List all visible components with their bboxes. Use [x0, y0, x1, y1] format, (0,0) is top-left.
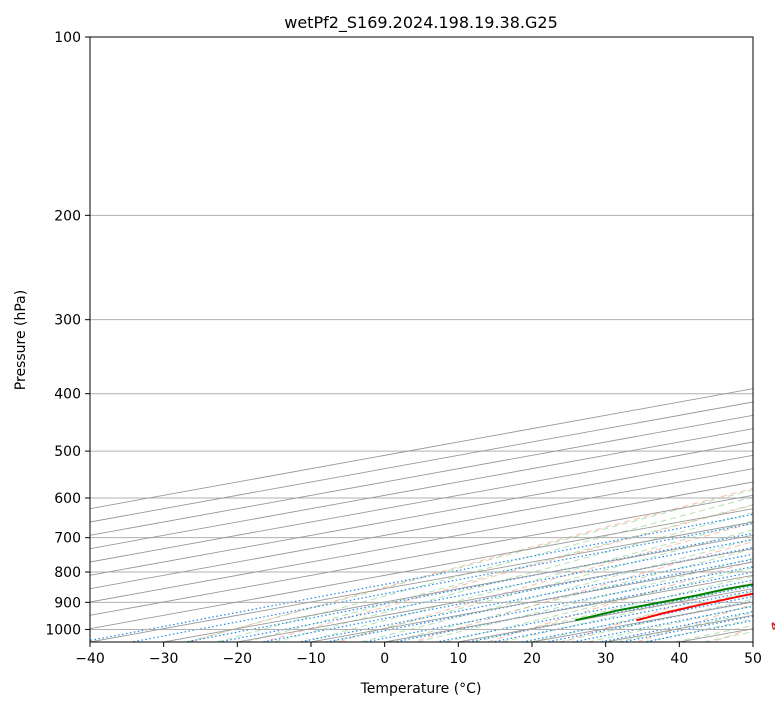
- moist-adiabats: [187, 489, 753, 642]
- x-axis-label: Temperature (°C): [360, 681, 482, 697]
- isotherm-line: [163, 534, 753, 642]
- moist-adiabat: [331, 529, 753, 642]
- plot-frame: [89, 36, 754, 643]
- isotherm-line: [90, 521, 753, 642]
- isotherm-line: [90, 508, 753, 630]
- isotherm-line: [90, 468, 753, 590]
- pressure-gridlines: [90, 37, 753, 630]
- x-tick-label: −20: [223, 651, 253, 667]
- mixing-ratio-line: [90, 513, 753, 642]
- y-tick-label: 400: [54, 387, 81, 403]
- x-tick-label: 40: [670, 651, 688, 667]
- isotherm-line: [90, 454, 753, 576]
- y-tick-label: 600: [54, 491, 81, 507]
- chart-title: wetPf2_S169.2024.198.19.38.G25: [284, 13, 558, 33]
- plot-background: [90, 37, 753, 642]
- y-tick-label: 100: [54, 30, 81, 46]
- x-tick-label: 20: [523, 651, 541, 667]
- dry-adiabat: [562, 581, 753, 642]
- mixing-ratio-line: [622, 615, 753, 642]
- moist-adiabat: [388, 548, 753, 642]
- y-tick-label: 900: [54, 595, 81, 611]
- x-tick-label: −10: [296, 651, 326, 667]
- x-tick-label: 30: [597, 651, 615, 667]
- x-tick-label: −30: [149, 651, 179, 667]
- isotherms: [90, 388, 753, 642]
- x-axis-ticks: −40 −30 −20 −10 0 10 20 30 40 50: [75, 642, 762, 667]
- y-tick-label: 700: [54, 531, 81, 547]
- moist-adiabat: [559, 598, 753, 642]
- dry-adiabat: [487, 560, 753, 642]
- dry-adiabat: [263, 504, 753, 642]
- moist-adiabat: [274, 512, 753, 642]
- mixing-ratio-line: [572, 605, 753, 642]
- moist-adiabat: [530, 591, 753, 642]
- y-tick-label: 800: [54, 565, 81, 581]
- moist-adiabat: [473, 575, 753, 642]
- moist-adiabat: [445, 566, 753, 642]
- y-axis-label: Pressure (hPa): [13, 290, 29, 390]
- x-tick-label: 50: [744, 651, 762, 667]
- x-tick-label: 0: [380, 651, 389, 667]
- moist-adiabat: [303, 520, 753, 642]
- mixing-ratio-line: [218, 538, 753, 642]
- y-axis-ticks: 100 200 300 400 500 600 700 800 900 1000: [45, 30, 90, 638]
- isotherm-line: [90, 494, 753, 616]
- isotherm-label: 40: [768, 615, 775, 634]
- isotherm-line: [90, 428, 753, 550]
- dry-adiabat: [188, 487, 753, 642]
- isotherm-line: [90, 441, 753, 563]
- x-tick-label: −40: [75, 651, 105, 667]
- y-tick-label: 500: [54, 444, 81, 460]
- moist-adiabat: [245, 504, 753, 642]
- isotherm-line: [90, 481, 753, 603]
- y-tick-label: 300: [54, 313, 81, 329]
- y-tick-label: 1000: [45, 622, 81, 638]
- dry-adiabats: [188, 487, 753, 642]
- x-tick-label: 10: [449, 651, 467, 667]
- y-tick-label: 200: [54, 208, 81, 224]
